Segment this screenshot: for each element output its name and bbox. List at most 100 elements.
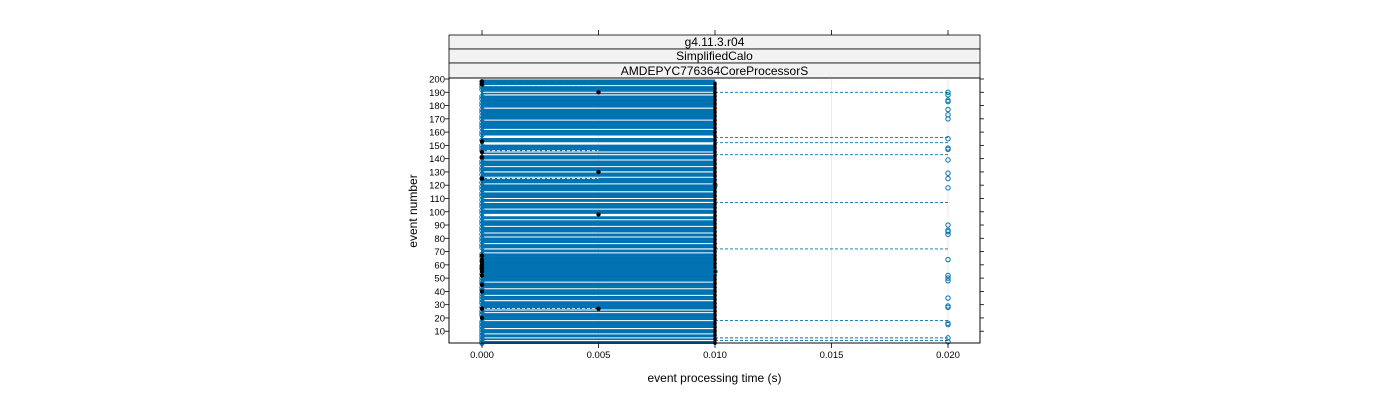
open-point (479, 116, 485, 122)
y-tick-label: 50 (434, 274, 445, 285)
filled-point (479, 282, 485, 287)
filled-point (596, 212, 601, 217)
filled-point (479, 315, 485, 321)
x-axis-ticks: 0.000 0.005 0.010 0.015 0.020 (470, 30, 960, 361)
filled-point (713, 90, 717, 95)
open-point (945, 106, 951, 113)
filled-point (713, 325, 717, 330)
filled-point (713, 309, 717, 314)
filled-point (713, 313, 717, 318)
filled-point (596, 90, 601, 95)
filled-point (713, 134, 717, 138)
filled-point (713, 249, 717, 254)
filled-point (713, 82, 717, 87)
open-point (945, 256, 951, 263)
filled-point (713, 166, 717, 170)
filled-point (713, 257, 717, 262)
y-tick-label: 190 (429, 88, 445, 99)
y-tick-label: 150 (429, 141, 445, 152)
filled-point (713, 265, 717, 270)
filled-point (713, 281, 717, 286)
filled-point (713, 138, 717, 142)
open-point (479, 238, 485, 244)
x-tick-label: 0.015 (820, 350, 844, 361)
filled-point (713, 233, 717, 238)
open-point (479, 193, 485, 199)
x-tick-label: 0.005 (587, 350, 611, 361)
filled-point (713, 186, 717, 190)
open-point (479, 125, 485, 131)
open-point (945, 295, 951, 301)
filled-point (713, 289, 717, 294)
open-point (479, 122, 485, 129)
open-point (945, 92, 951, 98)
filled-point (479, 176, 485, 181)
open-point (479, 220, 485, 227)
y-tick-label: 130 (429, 167, 445, 178)
open-point (945, 278, 951, 284)
y-axis-ticks: 10 20 30 40 50 60 70 80 90 100 110 120 130 140 150 160 1… (429, 75, 984, 338)
strip-headers: g4.11.3.r04 SimplifiedCalo AMDEPYC776364… (448, 34, 981, 79)
filled-point (713, 221, 717, 226)
strip-1-label: g4.11.3.r04 (685, 35, 745, 49)
open-point (945, 275, 951, 281)
x-axis-title: event processing time (s) (647, 371, 781, 385)
filled-point (713, 201, 717, 206)
x-tick-label: 0.010 (703, 350, 727, 361)
open-point (945, 170, 951, 176)
open-point (479, 86, 485, 93)
filled-point (713, 102, 717, 107)
open-point (945, 335, 951, 341)
filled-point (713, 114, 717, 118)
open-point (945, 320, 951, 326)
open-point (945, 89, 951, 95)
filled-point (713, 205, 717, 210)
filled-point (713, 190, 717, 194)
open-point (479, 132, 485, 138)
open-point (479, 167, 485, 174)
open-point (479, 227, 485, 234)
dashed-event-lines (482, 85, 948, 341)
filled-point (713, 94, 717, 99)
open-point (945, 185, 951, 191)
open-point (945, 227, 951, 234)
open-point (479, 294, 485, 300)
y-tick-label: 60 (434, 260, 445, 271)
filled-point (713, 194, 717, 198)
open-point (479, 296, 485, 303)
filled-point (713, 269, 717, 274)
plot-frame (448, 77, 981, 344)
filled-point (713, 293, 717, 298)
filled-point (713, 217, 717, 222)
y-tick-label: 110 (430, 194, 445, 205)
filled-point (713, 333, 717, 338)
filled-point (596, 306, 601, 311)
filled-point (479, 155, 485, 160)
open-point (945, 157, 951, 163)
open-point (945, 145, 951, 151)
open-point (479, 102, 485, 109)
open-point (945, 97, 951, 103)
filled-point (713, 237, 717, 242)
filled-point (713, 182, 717, 186)
x-tick-label: 0.000 (470, 350, 494, 361)
open-point (945, 272, 951, 279)
filled-point (713, 213, 717, 218)
open-point (479, 210, 485, 216)
filled-point (713, 150, 717, 154)
filled-point (713, 297, 717, 302)
filled-point (713, 146, 717, 150)
open-point (479, 161, 485, 167)
filled-point (713, 122, 717, 126)
y-tick-label: 180 (429, 101, 445, 112)
filled-point (713, 321, 717, 326)
open-point (479, 203, 485, 210)
filled-point (713, 229, 717, 234)
open-point (945, 175, 951, 182)
filled-point (713, 209, 717, 214)
filled-point (713, 170, 717, 174)
open-point (479, 109, 485, 115)
y-tick-label: 10 (434, 327, 445, 338)
filled-point (479, 289, 485, 294)
